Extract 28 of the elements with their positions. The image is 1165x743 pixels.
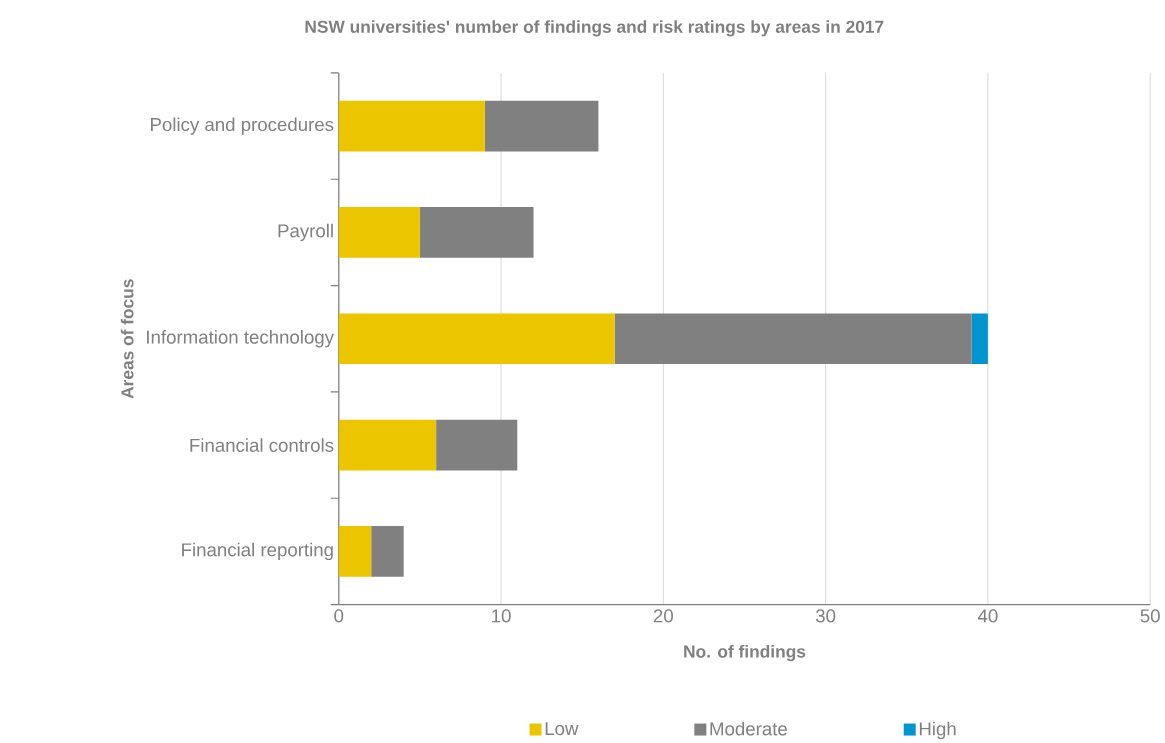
bar	[971, 313, 988, 365]
y-axis-title: Areas of focus	[120, 279, 134, 399]
x-axis-title: No. of findings	[684, 645, 806, 662]
y-tick-label: Policy and procedures	[151, 117, 334, 135]
x-tick-label: 20	[653, 609, 673, 623]
bar	[371, 526, 404, 577]
x-tick-label: 40	[977, 609, 998, 623]
legend-label: Low	[545, 722, 579, 736]
bar	[338, 313, 615, 365]
bar	[484, 100, 599, 152]
bar	[338, 207, 420, 258]
x-tick-label: 0	[334, 609, 344, 623]
bar	[338, 100, 485, 152]
bar	[338, 419, 437, 471]
y-tick-label: Financial controls	[190, 438, 334, 453]
bar	[614, 313, 972, 365]
legend-label: High	[919, 721, 956, 740]
y-tick-label: Payroll	[278, 223, 333, 242]
bar	[338, 526, 372, 577]
x-tick-label: 50	[1140, 609, 1160, 623]
chart-title: NSW universities' number of findings and risk ratings by areas in 2017	[305, 20, 884, 37]
bar	[436, 419, 518, 471]
x-tick-label: 30	[815, 609, 836, 623]
x-tick-label: 10	[492, 609, 511, 623]
legend-label: Moderate	[710, 721, 787, 736]
y-tick-label: Financial reporting	[182, 542, 333, 561]
y-tick-label: Information technology	[147, 330, 334, 348]
bar	[419, 207, 534, 258]
